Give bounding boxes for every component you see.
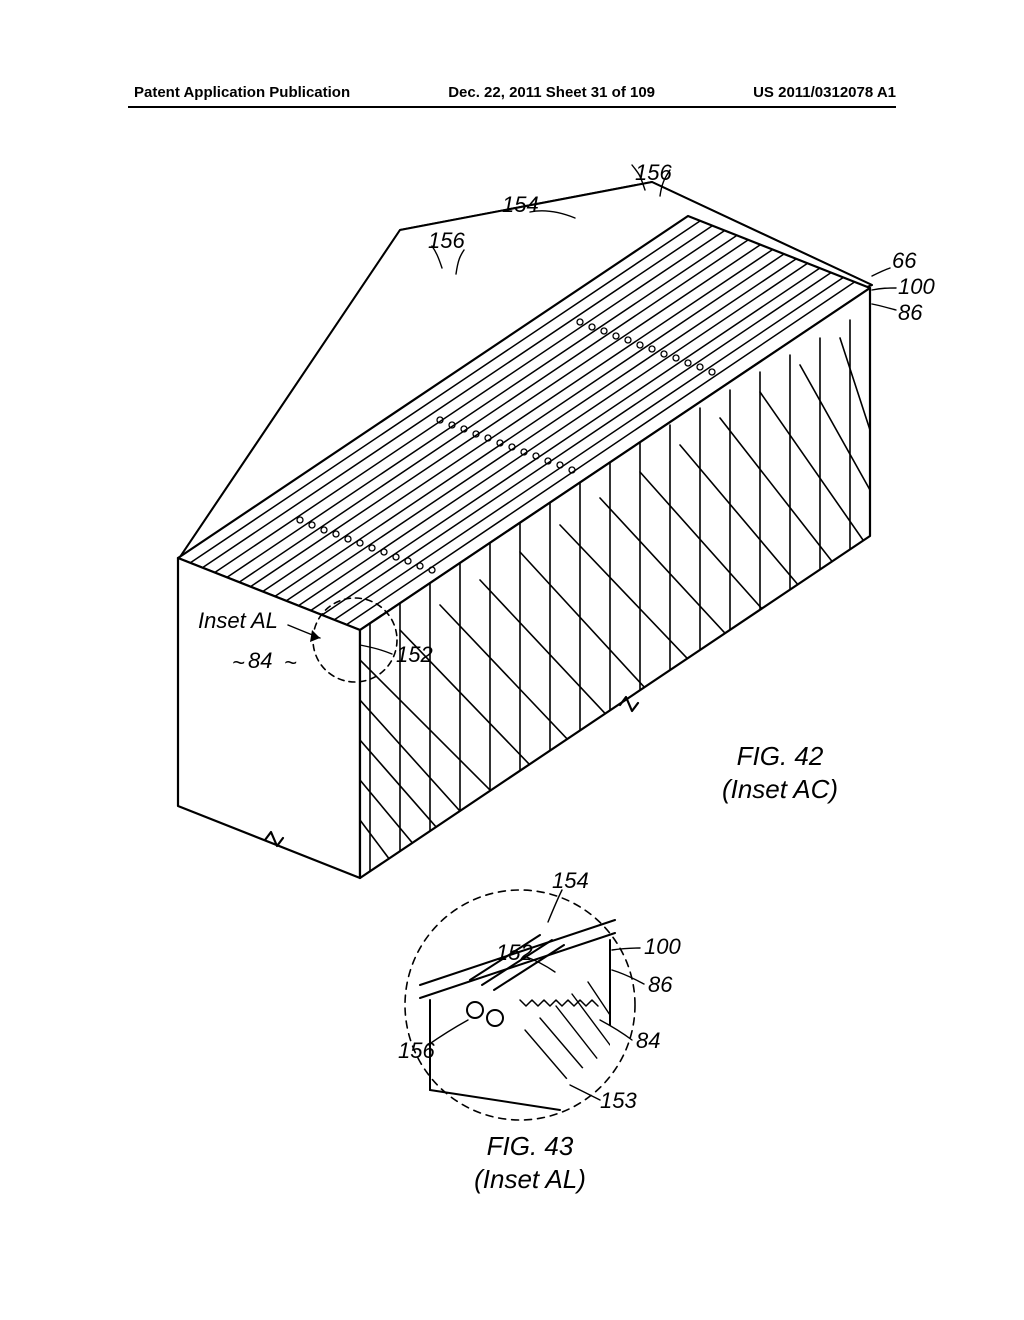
ref43-154: 154 [552,868,589,894]
fig43-caption-l2: (Inset AL) [420,1163,640,1196]
ref43-153: 153 [600,1088,637,1114]
fig43-caption-l1: FIG. 43 [420,1130,640,1163]
ref43-86: 86 [648,972,672,998]
ref43-84: 84 [636,1028,660,1054]
ref43-156: 156 [398,1038,435,1064]
fig43-caption: FIG. 43 (Inset AL) [420,1130,640,1195]
fig43-drawing [0,0,1024,1320]
ref43-152: 152 [496,940,533,966]
ref43-100: 100 [644,934,681,960]
figure-area: 156 154 156 66 100 86 Inset AL ~ 84 ~ 15… [0,0,1024,1320]
